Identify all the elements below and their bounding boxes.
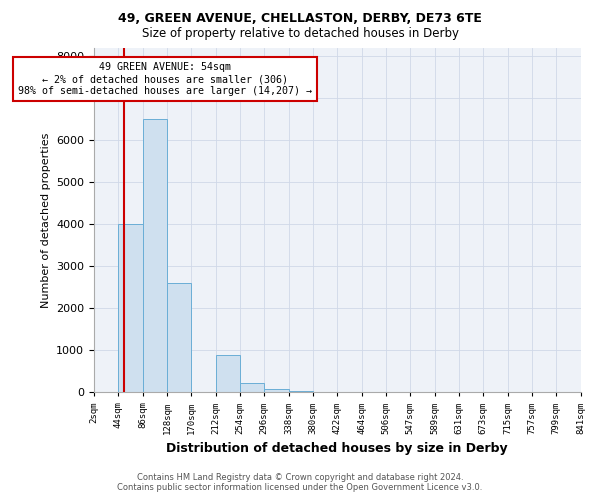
Bar (118, 224, 143, 392)
Bar (215, 354, 240, 393)
Bar (264, 389, 289, 392)
Bar (167, 283, 191, 393)
Text: Size of property relative to detached houses in Derby: Size of property relative to detached ho… (142, 28, 458, 40)
Text: 49 GREEN AVENUE: 54sqm
← 2% of detached houses are smaller (306)
98% of semi-det: 49 GREEN AVENUE: 54sqm ← 2% of detached … (18, 62, 312, 96)
Text: Contains HM Land Registry data © Crown copyright and database right 2024.
Contai: Contains HM Land Registry data © Crown c… (118, 473, 482, 492)
Bar (143, 119, 167, 392)
Text: 49, GREEN AVENUE, CHELLASTON, DERBY, DE73 6TE: 49, GREEN AVENUE, CHELLASTON, DERBY, DE7… (118, 12, 482, 26)
Y-axis label: Number of detached properties: Number of detached properties (41, 132, 50, 308)
Bar (240, 382, 264, 392)
Bar (289, 391, 313, 392)
X-axis label: Distribution of detached houses by size in Derby: Distribution of detached houses by size … (166, 442, 508, 455)
